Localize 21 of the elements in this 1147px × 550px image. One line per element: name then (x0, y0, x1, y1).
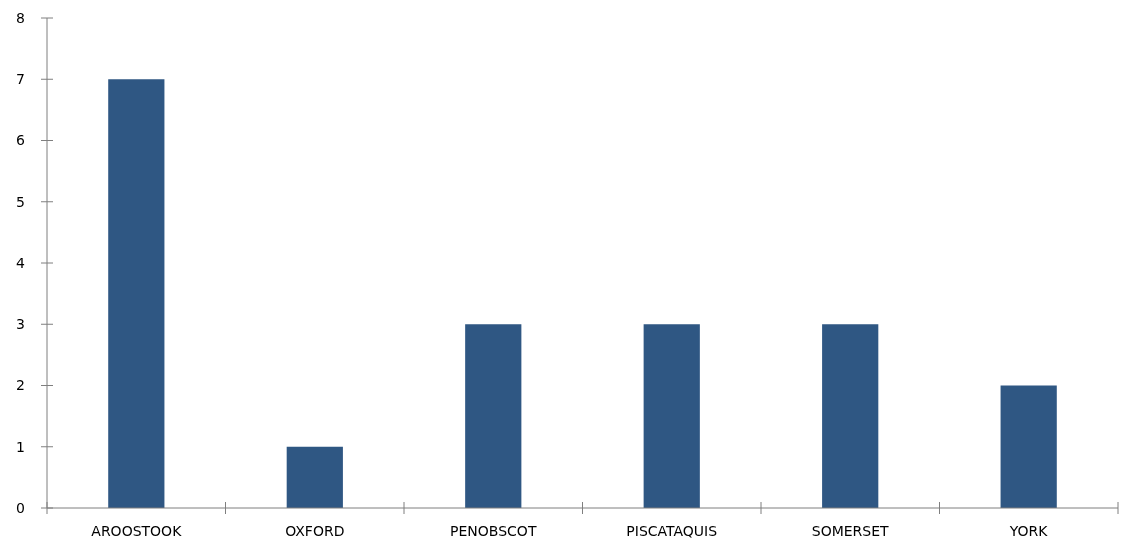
y-tick-label: 3 (16, 316, 25, 333)
bar (465, 324, 522, 508)
y-tick-label: 4 (16, 254, 26, 271)
x-tick-label: PENOBSCOT (450, 523, 537, 539)
x-tick-label: AROOSTOOK (91, 523, 183, 539)
x-tick-label: OXFORD (285, 523, 345, 539)
bar (643, 324, 700, 508)
y-tick-label: 0 (16, 499, 25, 516)
x-tick-label: YORK (1008, 523, 1049, 539)
x-tick-label: SOMERSET (811, 523, 890, 539)
bar (108, 79, 165, 508)
y-tick-label: 1 (16, 438, 25, 455)
y-tick-label: 2 (16, 377, 25, 394)
bar (822, 324, 879, 508)
bar (1000, 385, 1057, 508)
y-tick-label: 7 (16, 71, 25, 88)
bar (286, 446, 343, 508)
y-tick-label: 5 (16, 193, 25, 210)
y-tick-label: 6 (16, 132, 26, 149)
y-tick-label: 8 (16, 9, 25, 26)
x-tick-label: PISCATAQUIS (626, 523, 718, 539)
